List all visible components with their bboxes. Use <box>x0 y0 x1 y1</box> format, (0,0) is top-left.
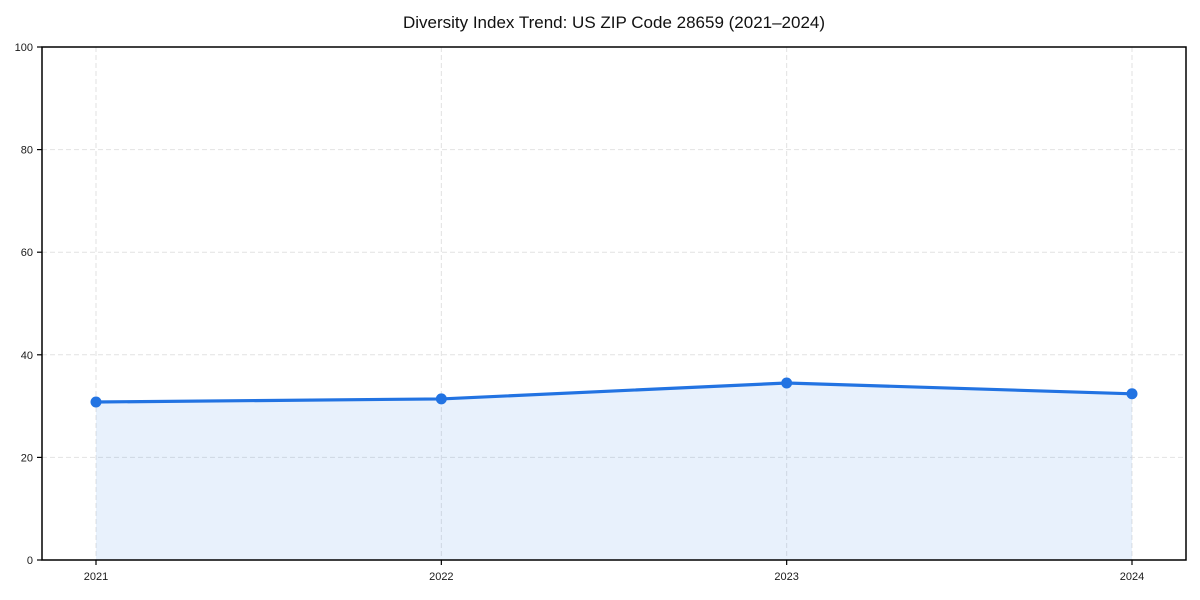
y-tick-label: 80 <box>21 145 33 157</box>
x-tick-label: 2021 <box>84 571 108 583</box>
y-tick-label: 0 <box>27 555 33 567</box>
plot-border <box>41 46 1187 561</box>
y-tick-label: 60 <box>21 247 33 259</box>
x-tick-label: 2023 <box>774 571 798 583</box>
y-tick-label: 40 <box>21 350 33 362</box>
data-point-2022 <box>435 393 447 405</box>
chart-title: Diversity Index Trend: US ZIP Code 28659… <box>402 13 826 32</box>
trend-line <box>94 381 1134 404</box>
y-tick-label: 100 <box>15 42 33 54</box>
x-tick-label: 2024 <box>1120 571 1144 583</box>
x-tick-label: 2022 <box>429 571 453 583</box>
data-point-2024 <box>1126 388 1138 400</box>
y-tick-label: 20 <box>21 452 33 464</box>
data-point-2023 <box>781 377 793 389</box>
area-fill <box>96 383 1132 560</box>
data-point-2021 <box>90 396 102 408</box>
